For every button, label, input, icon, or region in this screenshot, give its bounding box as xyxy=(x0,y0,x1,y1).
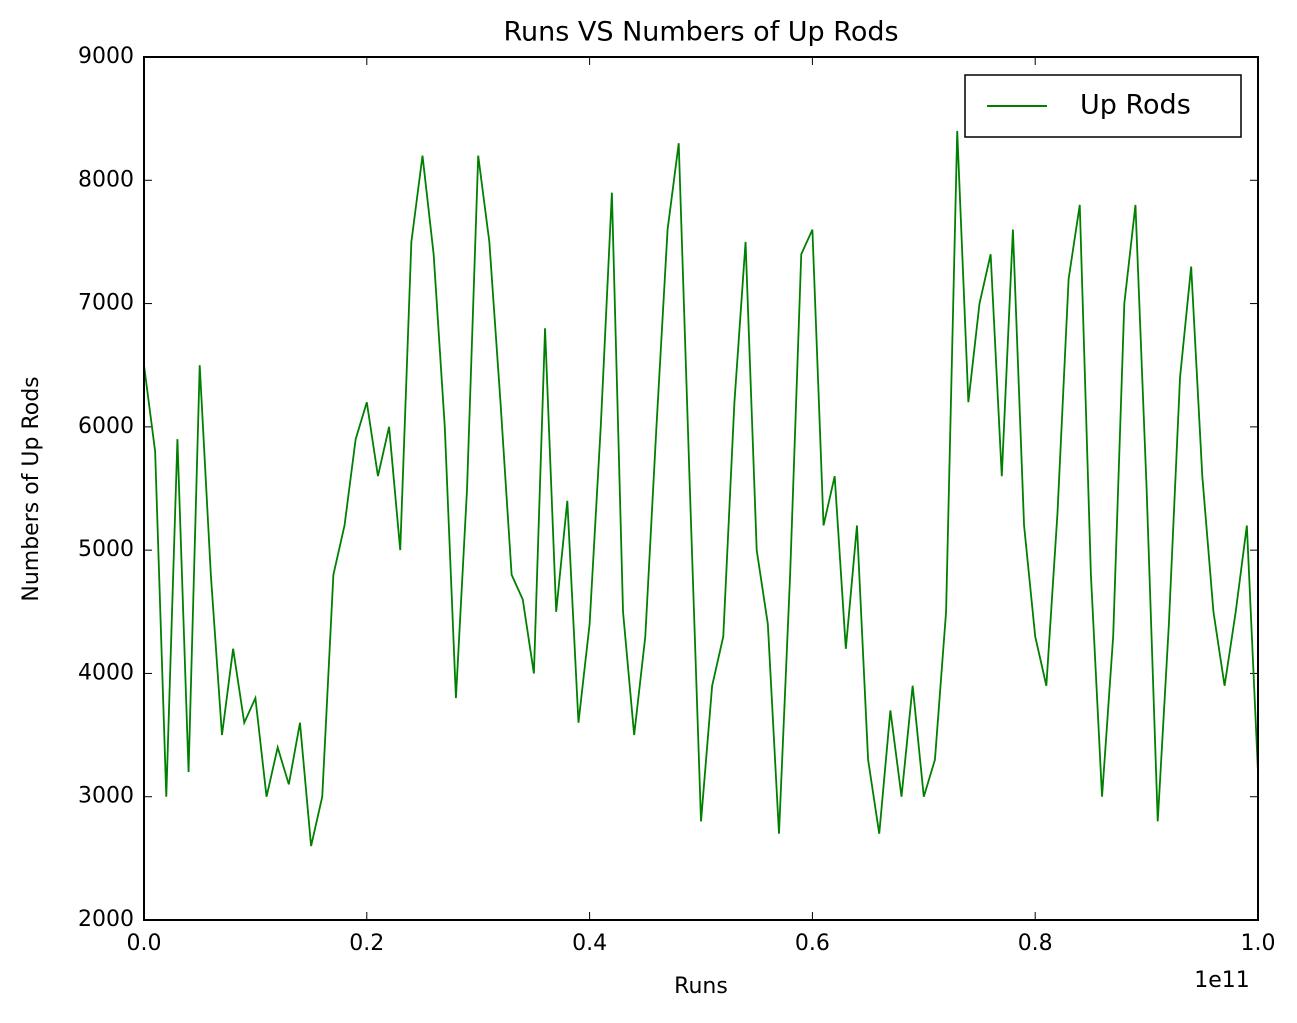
y-tick-label: 9000 xyxy=(78,44,134,69)
plot-frame xyxy=(143,56,1259,921)
x-tick-label: 0.4 xyxy=(572,931,607,956)
data-line xyxy=(143,130,1259,847)
y-tick-label: 5000 xyxy=(78,537,134,562)
x-offset-label: 1e11 xyxy=(1194,968,1250,993)
x-tick-label: 0.0 xyxy=(127,931,162,956)
x-tick-label: 0.6 xyxy=(795,931,830,956)
chart-title: Runs VS Numbers of Up Rods xyxy=(503,17,898,48)
legend-label: Up Rods xyxy=(1080,90,1191,121)
y-tick-label: 7000 xyxy=(78,291,134,316)
y-tick-label: 2000 xyxy=(78,907,134,932)
x-axis-label: Runs xyxy=(674,974,728,999)
x-tick-label: 0.2 xyxy=(349,931,384,956)
x-tick-label: 0.8 xyxy=(1018,931,1053,956)
x-tick-label: 1.0 xyxy=(1241,931,1276,956)
y-tick-label: 3000 xyxy=(78,784,134,809)
y-tick-label: 6000 xyxy=(78,414,134,439)
y-tick-label: 8000 xyxy=(78,167,134,192)
y-tick-label: 4000 xyxy=(78,660,134,685)
y-axis-label: Numbers of Up Rods xyxy=(19,376,44,601)
